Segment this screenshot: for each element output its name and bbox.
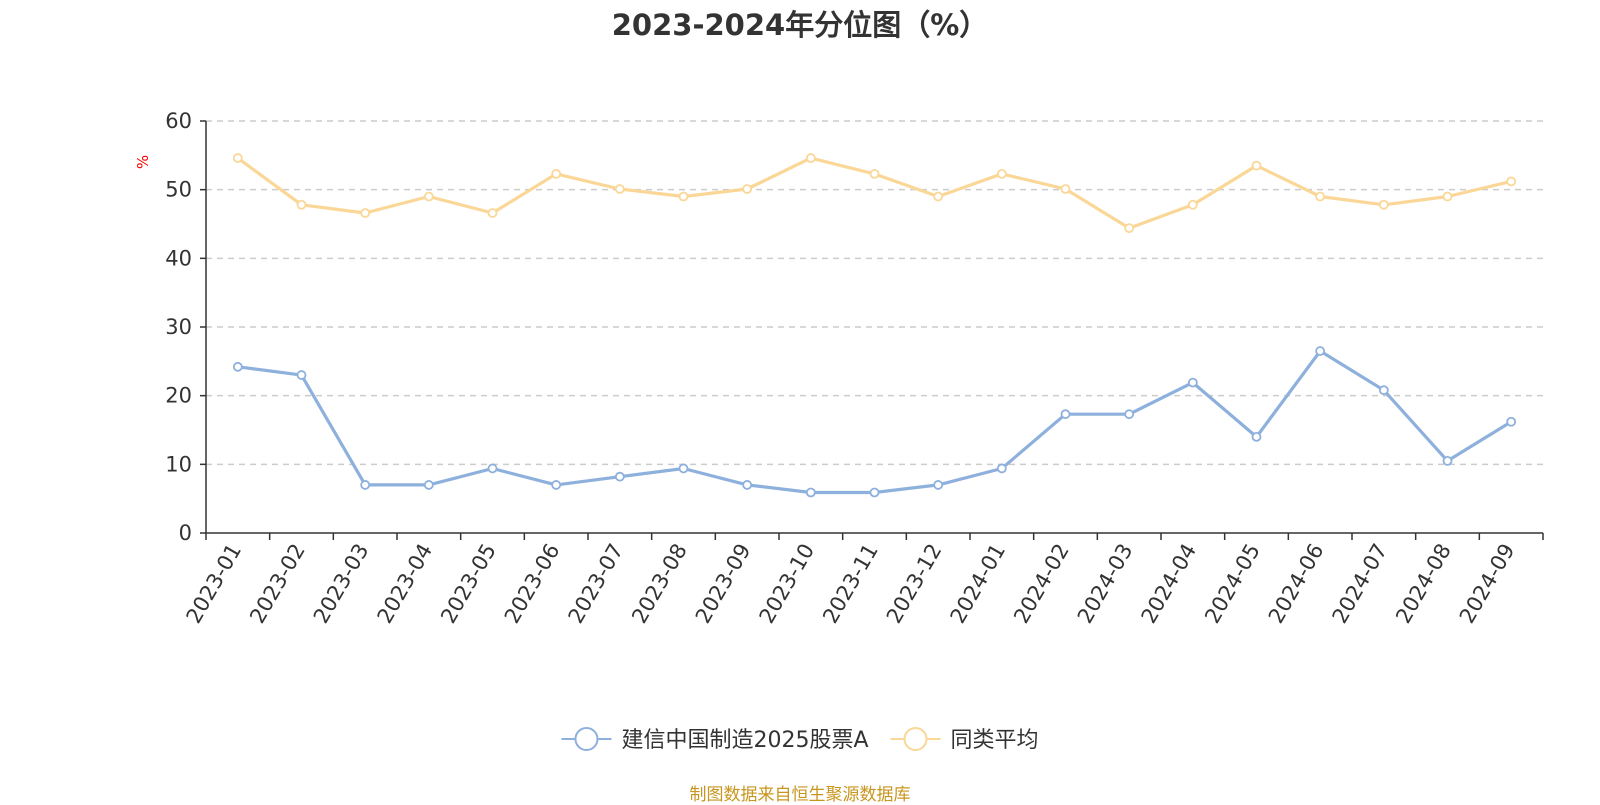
data-point <box>933 480 944 490</box>
x-tick-label: 2024-06 <box>1264 540 1329 628</box>
data-point <box>296 370 307 380</box>
data-point <box>678 463 689 474</box>
y-tick-label: 40 <box>165 246 192 270</box>
x-tick-label: 2023-06 <box>500 540 565 628</box>
x-tick-label: 2023-11 <box>818 540 883 628</box>
data-point <box>869 487 880 498</box>
data-point <box>1378 385 1389 396</box>
data-point <box>1251 431 1262 442</box>
data-point <box>1060 409 1071 420</box>
data-point <box>742 184 753 194</box>
data-point <box>1187 199 1198 210</box>
data-point <box>1315 191 1326 202</box>
y-tick-label: 10 <box>165 452 192 476</box>
data-point <box>1060 184 1071 194</box>
x-tick-label: 2023-07 <box>564 540 629 628</box>
data-point <box>360 208 371 218</box>
x-tick-label: 2023-08 <box>627 540 692 628</box>
data-point <box>1251 160 1262 171</box>
data-point <box>551 480 562 490</box>
data-point <box>805 153 816 163</box>
data-point <box>1442 455 1453 466</box>
data-point <box>1124 223 1135 234</box>
y-tick-label: 0 <box>179 521 192 545</box>
data-point <box>742 480 753 490</box>
data-point <box>1187 377 1198 388</box>
x-tick-label: 2023-02 <box>245 540 310 628</box>
data-point <box>1442 191 1453 202</box>
data-point <box>614 184 625 194</box>
data-point <box>1124 409 1135 420</box>
series-group <box>232 153 1517 498</box>
data-source-note: 制图数据来自恒生聚源数据库 <box>689 785 911 805</box>
x-tick-label: 2023-05 <box>436 540 501 628</box>
chart-title: 2023-2024年分位图（%） <box>611 8 989 42</box>
x-tick-label: 2024-04 <box>1137 540 1202 628</box>
y-tick-label: 60 <box>165 109 192 133</box>
data-point <box>996 168 1007 179</box>
data-point <box>360 480 371 490</box>
data-point <box>678 191 689 202</box>
data-point <box>487 208 498 218</box>
series-line-1 <box>237 349 1513 495</box>
y-axis-label: % <box>134 155 152 169</box>
y-tick-label: 20 <box>165 384 192 408</box>
x-tick-label: 2023-12 <box>882 540 947 628</box>
data-point <box>1315 346 1326 356</box>
x-tick-label: 2024-02 <box>1009 540 1074 628</box>
x-tick-label: 2024-09 <box>1455 540 1520 628</box>
legend: 建信中国制造2025股票A 同类平均 <box>561 727 1039 753</box>
x-tick-label: 2023-01 <box>182 540 247 628</box>
data-point <box>423 480 434 490</box>
y-tick-label: 30 <box>165 315 192 339</box>
data-point <box>551 168 562 179</box>
legend-marker <box>903 727 928 751</box>
grid-lines <box>206 120 1543 466</box>
data-point <box>1378 199 1389 210</box>
data-point <box>423 191 434 202</box>
data-point <box>487 463 498 474</box>
y-tick-label: 50 <box>165 178 192 202</box>
x-tick-label: 2023-09 <box>691 540 756 628</box>
data-point <box>232 361 243 372</box>
legend-marker <box>574 727 599 751</box>
data-point <box>1506 176 1517 187</box>
data-point <box>614 471 625 482</box>
x-tick-label: 2024-05 <box>1200 540 1265 628</box>
x-tick-label: 2023-10 <box>755 540 820 628</box>
x-tick-label: 2024-08 <box>1391 540 1456 628</box>
legend-label: 同类平均 <box>951 728 1039 753</box>
x-tick-label: 2023-03 <box>309 540 374 628</box>
legend-item-1: 建信中国制造2025股票A <box>561 727 869 753</box>
x-tick-label: 2024-01 <box>946 539 1011 627</box>
data-point <box>996 463 1007 474</box>
x-tick-label: 2023-04 <box>373 540 438 628</box>
legend-item-2: 同类平均 <box>890 727 1039 753</box>
data-point <box>1506 416 1517 427</box>
data-point <box>296 199 307 210</box>
data-point <box>232 153 243 163</box>
data-point <box>933 191 944 202</box>
x-tick-label: 2024-07 <box>1328 540 1393 628</box>
data-point <box>869 168 880 179</box>
x-tick-label: 2024-03 <box>1073 540 1138 628</box>
legend-label: 建信中国制造2025股票A <box>621 728 868 753</box>
data-point <box>805 487 816 498</box>
